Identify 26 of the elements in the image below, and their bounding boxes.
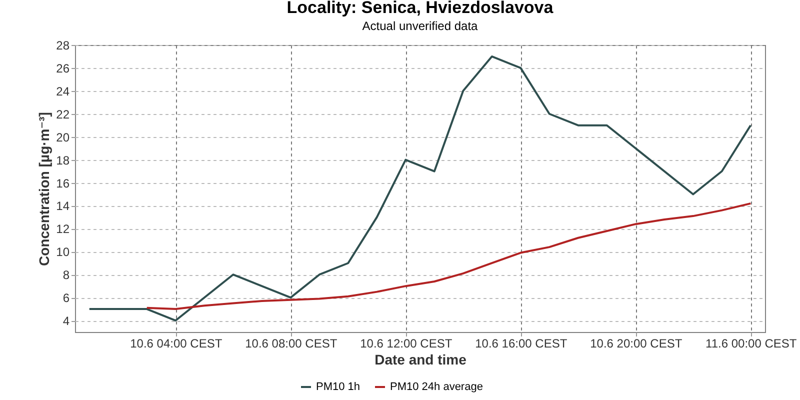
y-tick-label: 10 [56,245,70,260]
line-series [146,202,752,310]
legend-label: PM10 1h [316,381,360,393]
x-tick-label: 10.6 04:00 CEST [130,336,223,350]
x-tick-label: 11.6 00:00 CEST [706,336,798,350]
y-tick-label: 28 [56,38,70,52]
y-tick-label: 14 [56,199,70,214]
x-axis-title: Date and time [374,352,467,368]
chart-title: Locality: Senica, Hviezdoslavova [286,0,554,17]
legend-label: PM10 24h average [390,381,483,393]
y-tick-label: 16 [56,176,70,190]
y-tick-label: 6 [62,291,70,306]
y-tick-label: 8 [62,268,70,282]
y-tick-label: 4 [62,314,70,328]
chart-subtitle: Actual unverified data [362,19,478,33]
y-tick-label: 24 [56,84,70,98]
y-tick-label: 12 [56,222,70,236]
x-tick-label: 10.6 16:00 CEST [475,336,568,350]
x-tick-label: 10.6 12:00 CEST [360,336,453,350]
y-tick-label: 26 [56,61,70,76]
x-tick-label: 10.6 08:00 CEST [245,336,338,350]
x-tick-label: 10.6 20:00 CEST [590,336,683,350]
y-tick-label: 18 [56,153,70,168]
y-tick-label: 20 [56,130,70,144]
y-tick-label: 22 [56,107,70,122]
y-axis-title: Concentration [µg·m⁻³] [36,112,52,266]
